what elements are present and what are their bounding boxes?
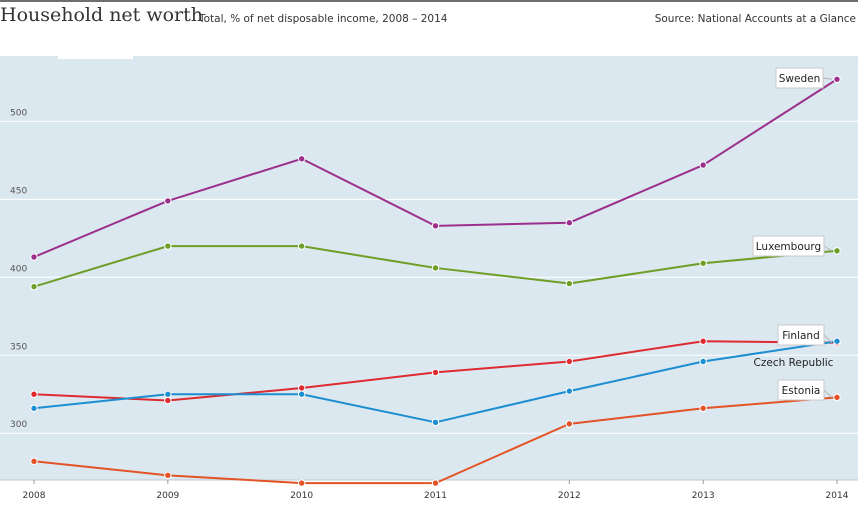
point-sweden-2010: [297, 155, 306, 163]
callout-box-luxembourg: [752, 235, 825, 257]
point-finland-2013: [699, 337, 707, 345]
point-luxembourg-2014: [833, 247, 841, 255]
point-luxembourg-2012: [565, 279, 574, 288]
point-luxembourg-2013: [699, 259, 707, 267]
x-tick-label-2014: 2014: [826, 491, 849, 501]
series-label-estonia: Estonia: [782, 385, 821, 397]
chart-subtitle: Total, % of net disposable income, 2008 …: [199, 13, 448, 25]
point-estonia-2009: [164, 471, 172, 480]
x-tick-label-2011: 2011: [424, 491, 447, 501]
point-finland-2011: [431, 368, 440, 377]
point-czech-republic-2011: [431, 418, 440, 427]
point-czech-republic-2012: [565, 387, 574, 395]
point-czech-republic-2013: [699, 357, 707, 366]
series-line-estonia: [33, 396, 838, 485]
point-estonia-2011: [431, 479, 440, 487]
point-czech-republic-2010: [297, 390, 306, 398]
point-luxembourg-2010: [297, 242, 306, 250]
callout-box-sweden: [775, 67, 824, 89]
point-luxembourg-2011: [431, 264, 440, 272]
point-sweden-2009: [164, 197, 172, 205]
tab-chart[interactable]: [58, 56, 133, 59]
callout-leader-sweden: [822, 77, 833, 80]
point-sweden-2008: [30, 253, 38, 261]
x-tick-label-2013: 2013: [692, 491, 715, 501]
series-line-sweden: [33, 78, 838, 258]
header-rule: [0, 0, 858, 2]
x-tick-label-2012: 2012: [558, 491, 581, 501]
series-label-luxembourg: Luxembourg: [756, 241, 821, 253]
point-sweden-2012: [565, 219, 574, 227]
point-czech-republic-2014: [833, 337, 841, 345]
tab-strip: [0, 56, 858, 59]
y-tick-label-500: 500: [10, 108, 27, 118]
x-tick-label-2008: 2008: [23, 491, 46, 501]
chart-title: Household net worth: [0, 4, 204, 26]
series-label-sweden: Sweden: [779, 73, 821, 85]
point-estonia-2008: [30, 457, 38, 465]
x-tick-label-2010: 2010: [290, 491, 313, 501]
point-czech-republic-2008: [30, 404, 38, 412]
callout-leader-luxembourg: [823, 245, 833, 252]
series-label-finland: Finland: [782, 330, 820, 342]
point-finland-2010: [297, 384, 306, 392]
point-luxembourg-2009: [164, 242, 172, 250]
series-label-czech-republic: Czech Republic: [754, 357, 834, 369]
point-czech-republic-2009: [164, 390, 172, 398]
point-sweden-2013: [699, 161, 707, 169]
plot-area: [0, 59, 858, 480]
y-tick-label-300: 300: [10, 420, 27, 430]
point-luxembourg-2008: [30, 282, 38, 291]
point-finland-2012: [565, 357, 574, 366]
point-estonia-2012: [565, 420, 574, 428]
chart-source: Source: National Accounts at a Glance: [654, 13, 856, 25]
callout-box-finland: [777, 324, 825, 346]
point-estonia-2010: [297, 479, 306, 487]
callout-leader-estonia: [823, 389, 833, 398]
point-sweden-2014: [833, 75, 841, 83]
point-estonia-2014: [833, 393, 841, 402]
series-line-czech-republic: [33, 340, 838, 424]
point-finland-2009: [164, 396, 172, 405]
point-estonia-2013: [699, 404, 707, 412]
y-tick-label-350: 350: [10, 342, 27, 352]
y-tick-label-450: 450: [10, 186, 27, 196]
x-tick-label-2009: 2009: [156, 491, 179, 501]
callout-box-estonia: [777, 379, 825, 401]
y-tick-label-400: 400: [10, 264, 27, 274]
point-finland-2008: [30, 390, 38, 398]
point-sweden-2011: [431, 222, 440, 230]
callout-leader-finland: [823, 334, 833, 344]
